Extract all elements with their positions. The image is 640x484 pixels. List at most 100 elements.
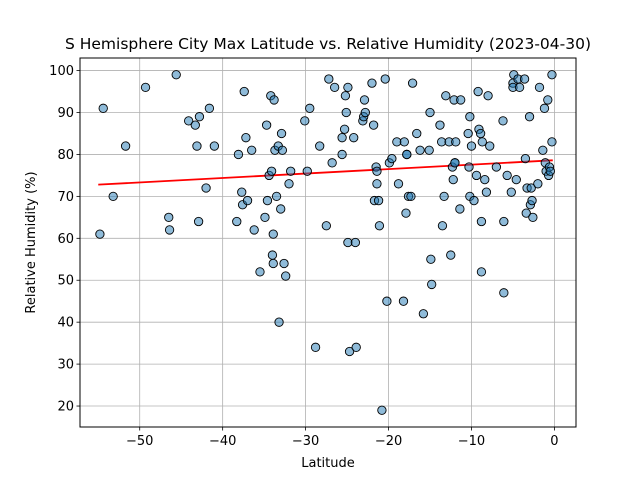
data-point	[261, 120, 272, 130]
y-axis-label: Relative Humidity (%)	[24, 171, 39, 313]
data-point	[424, 145, 434, 155]
data-point	[439, 191, 449, 202]
data-point	[341, 107, 351, 118]
data-point	[466, 141, 477, 151]
y-tick-label: 60	[57, 232, 74, 247]
data-point	[426, 254, 436, 264]
data-point	[321, 221, 331, 231]
data-point	[184, 116, 194, 126]
data-point	[511, 174, 521, 185]
data-point	[418, 309, 429, 319]
data-point	[415, 145, 425, 155]
data-point	[527, 195, 537, 206]
y-tick-label: 100	[49, 64, 74, 79]
regression-layer	[98, 159, 553, 186]
data-point	[545, 166, 555, 176]
y-tick-label: 90	[57, 106, 74, 121]
data-point	[98, 103, 108, 113]
data-point	[324, 74, 334, 84]
x-tick-label: −10	[458, 434, 485, 449]
data-point	[108, 191, 118, 202]
data-point	[276, 204, 286, 214]
data-point	[514, 82, 525, 93]
data-point	[327, 158, 337, 168]
y-tick-label: 30	[57, 358, 74, 373]
data-point	[300, 116, 310, 126]
data-point	[373, 195, 384, 206]
data-point	[387, 153, 397, 164]
data-point	[450, 158, 460, 168]
data-point	[435, 120, 445, 130]
data-point	[499, 216, 509, 227]
data-point	[393, 179, 404, 189]
data-point	[519, 74, 530, 84]
data-point	[480, 174, 490, 185]
data-point	[279, 258, 289, 269]
data-point	[521, 208, 531, 218]
data-point	[481, 187, 492, 197]
data-point	[465, 112, 475, 122]
x-tick-label: −50	[126, 434, 153, 449]
data-point	[233, 149, 244, 160]
plot-area-frame	[79, 57, 577, 428]
data-point	[463, 128, 473, 139]
x-tick-label: −40	[209, 434, 236, 449]
data-point	[237, 187, 247, 197]
data-point	[305, 103, 315, 113]
data-point	[502, 170, 512, 181]
data-point	[402, 149, 412, 160]
data-point	[406, 191, 416, 202]
data-point	[120, 141, 131, 151]
x-tick-label: 0	[550, 434, 558, 449]
data-point	[446, 250, 456, 260]
data-point	[425, 107, 435, 118]
data-point	[260, 212, 270, 222]
y-tick-label: 50	[57, 274, 74, 289]
data-point	[274, 317, 284, 327]
data-point	[284, 179, 294, 189]
data-point	[456, 95, 466, 105]
data-point	[498, 116, 508, 126]
data-point	[412, 128, 422, 139]
data-point	[427, 279, 437, 290]
data-point	[255, 267, 265, 277]
y-tick-label: 80	[57, 148, 74, 163]
x-tick-label: −20	[375, 434, 402, 449]
grid	[80, 58, 576, 427]
data-point	[247, 145, 257, 155]
data-point	[483, 91, 493, 101]
data-point	[464, 162, 474, 172]
data-point	[209, 141, 220, 151]
y-tick-label: 20	[57, 400, 74, 415]
data-point	[232, 216, 242, 227]
data-point	[267, 250, 278, 260]
data-point	[441, 91, 451, 101]
data-point	[437, 221, 448, 231]
data-point	[398, 296, 409, 306]
data-point	[339, 124, 350, 134]
x-axis-label: Latitude	[301, 456, 355, 471]
data-point	[506, 187, 516, 197]
data-point	[520, 153, 531, 164]
data-point	[344, 346, 355, 357]
data-point	[407, 78, 418, 88]
data-point	[359, 95, 370, 105]
data-point	[140, 82, 151, 93]
data-point	[192, 141, 202, 151]
data-point	[372, 179, 382, 189]
data-point	[349, 133, 359, 143]
data-point	[242, 195, 253, 206]
data-point	[368, 120, 379, 130]
data-points	[95, 70, 557, 415]
data-point	[340, 91, 351, 101]
data-point	[286, 166, 296, 176]
data-point	[337, 149, 347, 160]
data-point	[455, 204, 465, 214]
data-point	[164, 225, 175, 235]
data-point	[451, 137, 461, 147]
data-point	[302, 166, 312, 176]
data-point	[372, 166, 382, 176]
data-point	[524, 112, 535, 122]
